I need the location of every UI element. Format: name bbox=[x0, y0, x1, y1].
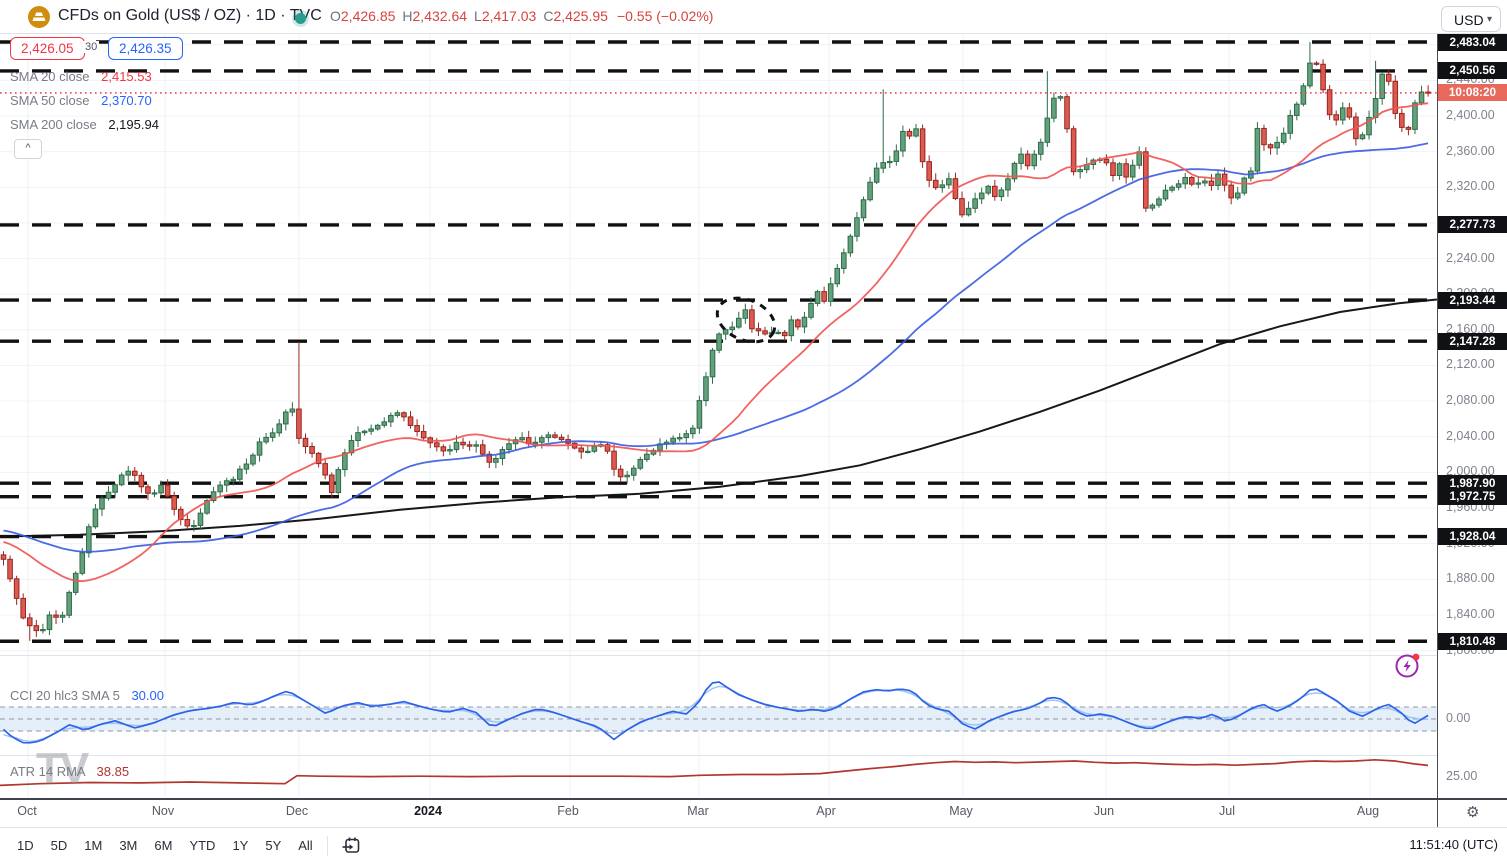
time-label: Feb bbox=[557, 804, 579, 818]
price-axis[interactable] bbox=[1437, 0, 1507, 827]
range-button-1m[interactable]: 1M bbox=[84, 838, 103, 853]
cci-legend[interactable]: CCI 20 hlc3 SMA 5 30.00 bbox=[10, 688, 164, 703]
sma50-value: 2,370.70 bbox=[101, 93, 152, 108]
go-to-date-icon[interactable] bbox=[341, 835, 362, 856]
time-label: Oct bbox=[17, 804, 37, 818]
low-value: 2,417.03 bbox=[481, 8, 537, 24]
price-tick: 2,080.00 bbox=[1446, 393, 1495, 408]
atr-legend[interactable]: ATR 14 RMA 38.85 bbox=[10, 764, 129, 779]
sma20-legend[interactable]: SMA 20 close 2,415.53 bbox=[10, 69, 152, 84]
sma20-label: SMA 20 close bbox=[10, 69, 90, 84]
level-price-badge: 2,193.44 bbox=[1438, 291, 1507, 309]
price-tick: 2,240.00 bbox=[1446, 250, 1495, 265]
gold-symbol-icon bbox=[28, 6, 50, 28]
time-label: Jun bbox=[1093, 804, 1115, 818]
range-button-ytd[interactable]: YTD bbox=[189, 838, 216, 853]
high-label: H bbox=[402, 8, 413, 24]
sma200-label: SMA 200 close bbox=[10, 117, 97, 132]
level-price-badge: 1,972.75 bbox=[1438, 488, 1507, 506]
level-price-badge: 1,810.48 bbox=[1438, 632, 1507, 650]
range-button-5d[interactable]: 5D bbox=[50, 838, 68, 853]
utc-clock: 11:51:40 (UTC) bbox=[1409, 837, 1498, 852]
open-label: O bbox=[330, 8, 341, 24]
atr-value: 38.85 bbox=[96, 764, 130, 779]
time-label: Nov bbox=[151, 804, 175, 818]
time-label: Dec bbox=[285, 804, 309, 818]
time-label: Jul bbox=[1219, 804, 1235, 818]
toolbar-divider bbox=[326, 835, 328, 856]
chart-canvas[interactable] bbox=[0, 0, 1507, 798]
close-value: 2,425.95 bbox=[553, 8, 608, 24]
cci-value: 30.00 bbox=[131, 688, 164, 703]
chevron-down-icon: ▾ bbox=[1486, 14, 1492, 25]
range-button-1d[interactable]: 1D bbox=[17, 838, 34, 853]
instant-trading-icon[interactable] bbox=[1394, 652, 1421, 679]
cci-zero-tick: 0.00 bbox=[1446, 711, 1471, 725]
range-button-3m[interactable]: 3M bbox=[119, 838, 138, 853]
sell-price-button[interactable]: 2,426.05 bbox=[10, 37, 85, 60]
price-tick: 1,840.00 bbox=[1446, 606, 1495, 621]
time-axis[interactable] bbox=[0, 798, 1507, 829]
change-value: −0.55 (−0.02%) bbox=[616, 8, 714, 24]
time-label: 2024 bbox=[414, 804, 442, 818]
currency-value: USD bbox=[1454, 12, 1484, 28]
market-status-icon bbox=[295, 13, 306, 24]
buy-price-button[interactable]: 2,426.35 bbox=[108, 37, 183, 60]
cci-line bbox=[2, 681, 1429, 744]
range-button-all[interactable]: All bbox=[298, 838, 313, 853]
sma200-value: 2,195.94 bbox=[108, 117, 159, 132]
price-tick: 1,880.00 bbox=[1446, 571, 1495, 586]
price-tick: 2,320.00 bbox=[1446, 179, 1495, 194]
range-button-6m[interactable]: 6M bbox=[154, 838, 173, 853]
level-price-badge: 2,147.28 bbox=[1438, 332, 1507, 350]
atr-tick: 25.00 bbox=[1446, 769, 1478, 783]
tradingview-watermark: TV bbox=[36, 744, 89, 793]
sma50-legend[interactable]: SMA 50 close 2,370.70 bbox=[10, 93, 152, 108]
chart-header: CFDs on Gold (US$ / OZ) · 1D · TVC O2,42… bbox=[0, 0, 1507, 34]
symbol-title[interactable]: CFDs on Gold (US$ / OZ) · 1D · TVC bbox=[58, 7, 322, 24]
range-button-1y[interactable]: 1Y bbox=[232, 838, 249, 853]
time-label: Aug bbox=[1356, 804, 1380, 818]
atr-line bbox=[0, 758, 1429, 787]
low-label: L bbox=[474, 8, 482, 24]
annotation-ellipse[interactable] bbox=[711, 290, 782, 350]
range-button-5y[interactable]: 5Y bbox=[265, 838, 282, 853]
gear-icon[interactable]: ⚙ bbox=[1466, 804, 1480, 821]
sma50-line bbox=[3, 142, 1429, 553]
level-price-badge: 2,450.56 bbox=[1438, 62, 1507, 80]
time-label: May bbox=[949, 804, 973, 818]
axis-settings-corner: ⚙ bbox=[1437, 800, 1507, 827]
price-tick: 2,160.00 bbox=[1446, 321, 1495, 336]
sma50-label: SMA 50 close bbox=[10, 93, 90, 108]
price-tick: 2,040.00 bbox=[1446, 428, 1495, 443]
sma20-value: 2,415.53 bbox=[101, 69, 152, 84]
bar-countdown-badge: 10:08:20 bbox=[1438, 84, 1507, 102]
sma200-legend[interactable]: SMA 200 close 2,195.94 bbox=[10, 117, 159, 132]
time-label: Apr bbox=[816, 804, 836, 818]
atr-label: ATR 14 RMA bbox=[10, 764, 85, 779]
price-tick: 2,400.00 bbox=[1446, 108, 1495, 122]
level-price-badge: 2,483.04 bbox=[1438, 33, 1507, 51]
close-label: C bbox=[543, 8, 554, 24]
range-toolbar: 1D 5D 1M 3M 6M YTD 1Y 5Y All 11:51:40 (UTC) bbox=[0, 827, 1507, 862]
level-price-badge: 2,277.73 bbox=[1438, 216, 1507, 234]
level-price-badge: 1,987.90 bbox=[1438, 474, 1507, 492]
sma20-line bbox=[3, 102, 1429, 583]
currency-dropdown[interactable]: USD ▾ bbox=[1441, 6, 1501, 32]
price-tick: 2,120.00 bbox=[1446, 357, 1495, 372]
spread-value: 30 bbox=[83, 41, 100, 53]
collapse-legend-button[interactable]: ^ bbox=[14, 139, 42, 159]
level-price-badge: 1,928.04 bbox=[1438, 528, 1507, 546]
price-tick: 2,360.00 bbox=[1446, 143, 1495, 158]
open-value: 2,426.85 bbox=[340, 8, 396, 24]
cci-label: CCI 20 hlc3 SMA 5 bbox=[10, 688, 120, 703]
high-value: 2,432.64 bbox=[412, 8, 468, 24]
ohlc-readout: O2,426.85 H2,432.64 L2,417.03 C2,425.95 −0.5… bbox=[330, 8, 713, 24]
time-label: Mar bbox=[687, 804, 709, 818]
